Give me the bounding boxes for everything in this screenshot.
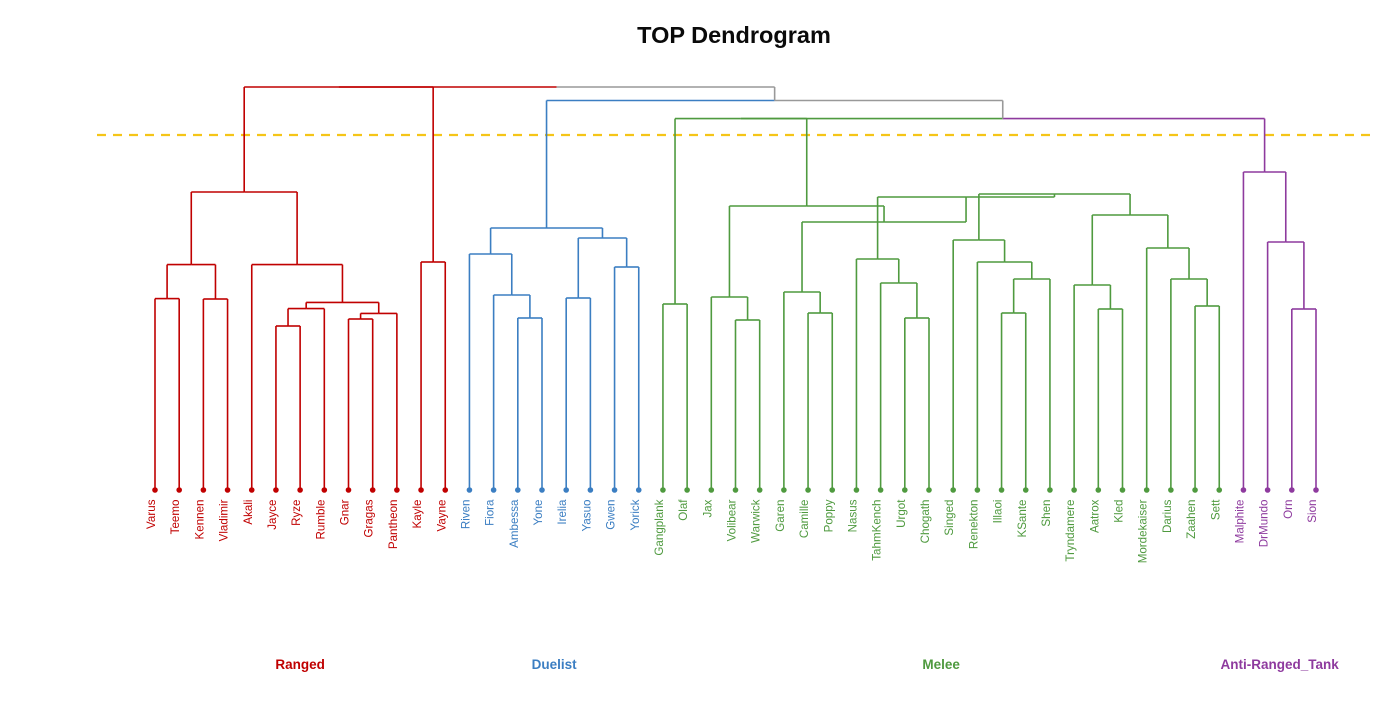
- svg-text:Poppy: Poppy: [822, 499, 835, 532]
- svg-text:Kled: Kled: [1113, 500, 1126, 523]
- svg-text:Garen: Garen: [774, 500, 787, 532]
- svg-text:Nasus: Nasus: [846, 499, 859, 532]
- svg-text:Gangplank: Gangplank: [653, 499, 666, 555]
- svg-text:Illaoi: Illaoi: [992, 500, 1005, 524]
- svg-text:Vayne: Vayne: [435, 500, 448, 532]
- svg-text:Rumble: Rumble: [314, 500, 327, 540]
- svg-text:Vladimir: Vladimir: [218, 499, 231, 541]
- svg-text:Jax: Jax: [701, 499, 714, 517]
- svg-text:Yasuo: Yasuo: [580, 500, 593, 532]
- svg-text:Mordekaiser: Mordekaiser: [1137, 499, 1150, 563]
- svg-text:Chogath: Chogath: [919, 500, 932, 544]
- svg-text:Darius: Darius: [1161, 499, 1174, 533]
- svg-text:Urgot: Urgot: [895, 499, 908, 528]
- svg-text:Yone: Yone: [532, 500, 545, 526]
- svg-text:Ryze: Ryze: [290, 500, 303, 526]
- svg-text:Malphite: Malphite: [1233, 500, 1246, 544]
- svg-text:Gnar: Gnar: [339, 499, 352, 525]
- svg-text:Volibear: Volibear: [726, 499, 739, 541]
- svg-text:Irelia: Irelia: [556, 499, 569, 525]
- svg-text:Singed: Singed: [943, 500, 956, 536]
- svg-text:Tryndamere: Tryndamere: [1064, 500, 1077, 562]
- svg-text:Ambessa: Ambessa: [508, 499, 521, 548]
- svg-text:Sion: Sion: [1306, 500, 1319, 523]
- svg-text:Riven: Riven: [459, 500, 472, 530]
- svg-text:Pantheon: Pantheon: [387, 500, 400, 550]
- svg-text:Camille: Camille: [798, 500, 811, 539]
- svg-text:Olaf: Olaf: [677, 499, 690, 521]
- svg-text:KSante: KSante: [1016, 500, 1029, 538]
- svg-text:Yorick: Yorick: [629, 499, 642, 530]
- svg-text:Kayle: Kayle: [411, 500, 424, 529]
- svg-text:Renekton: Renekton: [967, 500, 980, 550]
- svg-text:Kennen: Kennen: [193, 500, 206, 540]
- svg-text:Orn: Orn: [1282, 500, 1295, 519]
- svg-text:Warwick: Warwick: [750, 499, 763, 543]
- svg-text:TahmKench: TahmKench: [871, 500, 884, 561]
- svg-text:Gwen: Gwen: [605, 500, 618, 530]
- svg-text:Jayce: Jayce: [266, 500, 279, 530]
- svg-text:Varus: Varus: [145, 499, 158, 529]
- svg-text:Aatrox: Aatrox: [1088, 499, 1101, 533]
- svg-text:Fiora: Fiora: [484, 499, 497, 526]
- svg-text:Teemo: Teemo: [169, 500, 182, 535]
- svg-text:Akali: Akali: [242, 500, 255, 525]
- svg-text:Shen: Shen: [1040, 500, 1053, 527]
- svg-text:Zaahen: Zaahen: [1185, 500, 1198, 539]
- svg-text:DrMundo: DrMundo: [1258, 500, 1271, 548]
- svg-text:Gragas: Gragas: [363, 499, 376, 537]
- svg-text:Sett: Sett: [1209, 499, 1222, 520]
